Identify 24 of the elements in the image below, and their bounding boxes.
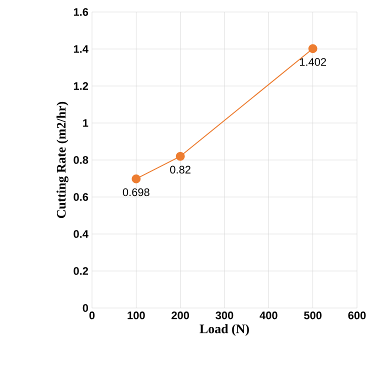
x-tick-label: 0 xyxy=(89,312,95,320)
y-tick-label: 1.6 xyxy=(74,8,88,16)
point xyxy=(308,44,318,54)
x-tick-label: 200 xyxy=(172,312,190,320)
x-tick-label: 400 xyxy=(260,312,278,320)
y-tick-label: 0.2 xyxy=(74,267,88,275)
y-tick-label: 1.2 xyxy=(74,82,88,90)
data-label: 0.82 xyxy=(170,166,190,174)
point xyxy=(132,174,141,184)
x-axis-title: Load (N) xyxy=(200,324,249,336)
y-tick-label: 0.8 xyxy=(74,156,88,164)
y-tick-label: 1.4 xyxy=(74,45,88,53)
data-label: 0.698 xyxy=(122,188,150,196)
x-tick-label: 300 xyxy=(216,312,234,320)
y-tick-label: 0.6 xyxy=(74,193,88,201)
y-axis-title: Cutting Rate (m2/hr) xyxy=(56,102,68,218)
point xyxy=(176,152,185,161)
y-tick-label: 1 xyxy=(83,119,88,127)
y-tick-label: 0.4 xyxy=(74,230,88,238)
x-tick-label: 600 xyxy=(348,312,366,320)
y-tick-label: 0 xyxy=(82,304,88,312)
x-tick-label: 100 xyxy=(128,312,145,320)
x-tick-label: 500 xyxy=(304,312,322,320)
data-label: 1.402 xyxy=(300,58,326,66)
